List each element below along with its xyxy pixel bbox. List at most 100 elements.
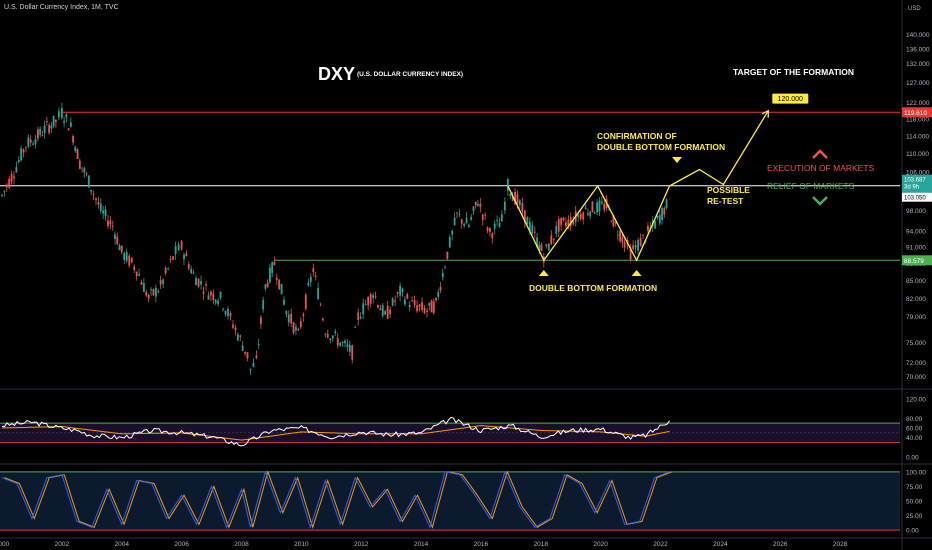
candle-body xyxy=(587,213,589,215)
candle-body xyxy=(500,214,503,222)
candle-body xyxy=(596,202,598,213)
candle-body xyxy=(552,238,555,240)
candle-body xyxy=(591,201,594,212)
price-tick-label: 118.000 xyxy=(906,116,929,123)
candle-body xyxy=(474,201,477,206)
rsi-tick-label: 0.00 xyxy=(906,455,919,462)
candle-body xyxy=(656,215,659,218)
candle-body xyxy=(69,122,72,127)
neckline-price-tag: 103.050 xyxy=(904,196,926,202)
candle-body xyxy=(147,294,150,299)
candle-body xyxy=(661,208,663,221)
candle-body xyxy=(526,216,529,225)
candle-body xyxy=(545,244,548,246)
candle-body xyxy=(128,255,131,266)
candle-body xyxy=(555,226,558,234)
candle-body xyxy=(381,305,384,316)
candle-body xyxy=(540,244,543,251)
candle-body xyxy=(621,236,624,243)
stoch-tick-label: 0.00 xyxy=(906,528,919,535)
candle-body xyxy=(295,326,297,331)
candle-body xyxy=(384,311,387,315)
candle-body xyxy=(159,280,162,285)
candle-body xyxy=(603,203,606,211)
candle-body xyxy=(74,146,77,152)
candle-body xyxy=(374,296,377,298)
candle-body xyxy=(550,235,553,245)
retest-annotation: RE-TEST xyxy=(707,196,744,206)
time-tick-label: 2008 xyxy=(234,541,249,548)
candle-body xyxy=(359,316,362,319)
price-tick-label: 94.000 xyxy=(906,229,926,236)
candle-body xyxy=(262,300,265,310)
candle-body xyxy=(152,289,155,295)
candle-body xyxy=(528,221,531,231)
candle-body xyxy=(120,245,123,253)
candle-body xyxy=(642,234,644,236)
confirmation-annotation: DOUBLE BOTTOM FORMATION xyxy=(597,142,725,152)
candle-body xyxy=(39,128,42,135)
candle-body xyxy=(138,274,140,276)
candle-body xyxy=(444,267,446,269)
candle-body xyxy=(114,234,116,240)
candle-body xyxy=(157,290,160,293)
candle-body xyxy=(232,324,234,328)
candle-body xyxy=(174,246,177,255)
candle-body xyxy=(92,193,95,195)
candle-body xyxy=(118,245,121,251)
candle-body xyxy=(647,225,649,231)
candle-body xyxy=(190,268,193,273)
candle-body xyxy=(514,191,516,205)
candle-body xyxy=(329,338,332,341)
time-tick-label: 2026 xyxy=(773,541,788,548)
candle-body xyxy=(456,212,458,214)
candle-body xyxy=(142,283,145,293)
candle-body xyxy=(60,107,63,118)
candle-body xyxy=(523,210,526,223)
rsi-tick-label: 40.00 xyxy=(906,435,923,442)
candle-body xyxy=(516,194,519,204)
current-price-tag-bg xyxy=(902,174,932,193)
relief-arrow xyxy=(812,196,828,206)
candle-body xyxy=(180,241,183,250)
candle-body xyxy=(273,261,276,266)
candle-body xyxy=(280,283,283,295)
candle-body xyxy=(511,196,514,201)
candle-body xyxy=(468,225,470,228)
candle-body xyxy=(123,252,126,260)
current-price-tag: 103.687 xyxy=(904,178,926,184)
candle-body xyxy=(391,298,394,306)
candle-body xyxy=(339,342,342,347)
candle-body xyxy=(465,217,468,224)
target-price-label: 120.000 xyxy=(778,96,803,103)
candle-body xyxy=(25,146,27,148)
candle-body xyxy=(481,214,484,220)
candle-body xyxy=(109,220,112,225)
candle-body xyxy=(227,308,229,317)
candle-body xyxy=(167,268,170,269)
rsi-tick-label: 60.00 xyxy=(906,426,923,433)
candle-body xyxy=(41,135,44,136)
candle-body xyxy=(255,355,258,359)
candle-body xyxy=(521,203,524,212)
candle-body xyxy=(401,288,404,293)
candle-body xyxy=(207,295,210,300)
candle-body xyxy=(616,234,619,236)
bottom-marker xyxy=(538,270,549,276)
price-tick-label: 114.000 xyxy=(906,133,929,140)
time-tick-label: 2024 xyxy=(713,541,728,548)
candle-body xyxy=(610,221,613,223)
candle-body xyxy=(379,308,382,311)
candle-body xyxy=(130,257,133,263)
candle-body xyxy=(569,217,572,227)
stoch-tick-label: 50.00 xyxy=(906,499,923,506)
time-tick-label: 2016 xyxy=(474,541,489,548)
candle-body xyxy=(102,210,105,214)
candle-body xyxy=(239,335,242,337)
candle-body xyxy=(236,334,239,341)
time-tick-label: 2004 xyxy=(114,541,129,548)
target-arrow-head xyxy=(761,109,769,118)
candle-body xyxy=(531,225,534,234)
candle-body xyxy=(623,241,626,248)
